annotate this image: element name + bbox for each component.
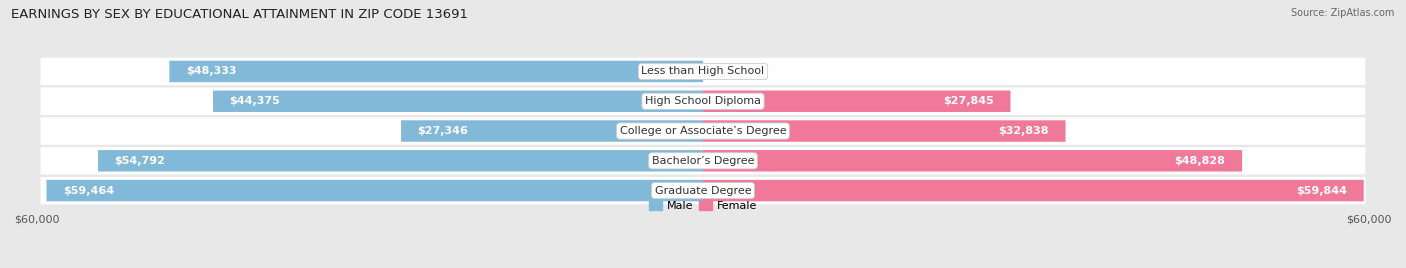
Text: $48,333: $48,333 — [186, 66, 236, 76]
FancyBboxPatch shape — [41, 88, 1365, 115]
Text: $60,000: $60,000 — [14, 214, 59, 224]
FancyBboxPatch shape — [703, 120, 1066, 142]
FancyBboxPatch shape — [169, 61, 703, 82]
FancyBboxPatch shape — [41, 177, 1365, 204]
Text: $60,000: $60,000 — [1347, 214, 1392, 224]
FancyBboxPatch shape — [46, 180, 703, 201]
Text: $0: $0 — [713, 66, 728, 76]
Text: $59,844: $59,844 — [1296, 185, 1347, 196]
Text: $54,792: $54,792 — [115, 156, 166, 166]
Text: Graduate Degree: Graduate Degree — [655, 185, 751, 196]
FancyBboxPatch shape — [214, 91, 703, 112]
FancyBboxPatch shape — [98, 150, 703, 172]
Text: Bachelor’s Degree: Bachelor’s Degree — [652, 156, 754, 166]
Text: $48,828: $48,828 — [1174, 156, 1226, 166]
Text: High School Diploma: High School Diploma — [645, 96, 761, 106]
FancyBboxPatch shape — [401, 120, 703, 142]
Text: $27,845: $27,845 — [943, 96, 994, 106]
FancyBboxPatch shape — [703, 150, 1241, 172]
Legend: Male, Female: Male, Female — [644, 196, 762, 215]
Text: $27,346: $27,346 — [418, 126, 468, 136]
FancyBboxPatch shape — [703, 91, 1011, 112]
Text: College or Associate’s Degree: College or Associate’s Degree — [620, 126, 786, 136]
Text: $32,838: $32,838 — [998, 126, 1049, 136]
FancyBboxPatch shape — [703, 180, 1364, 201]
FancyBboxPatch shape — [41, 147, 1365, 174]
Text: $59,464: $59,464 — [63, 185, 114, 196]
Text: Less than High School: Less than High School — [641, 66, 765, 76]
Text: Source: ZipAtlas.com: Source: ZipAtlas.com — [1291, 8, 1395, 18]
Text: $44,375: $44,375 — [229, 96, 280, 106]
FancyBboxPatch shape — [41, 117, 1365, 145]
FancyBboxPatch shape — [41, 58, 1365, 85]
Text: EARNINGS BY SEX BY EDUCATIONAL ATTAINMENT IN ZIP CODE 13691: EARNINGS BY SEX BY EDUCATIONAL ATTAINMEN… — [11, 8, 468, 21]
